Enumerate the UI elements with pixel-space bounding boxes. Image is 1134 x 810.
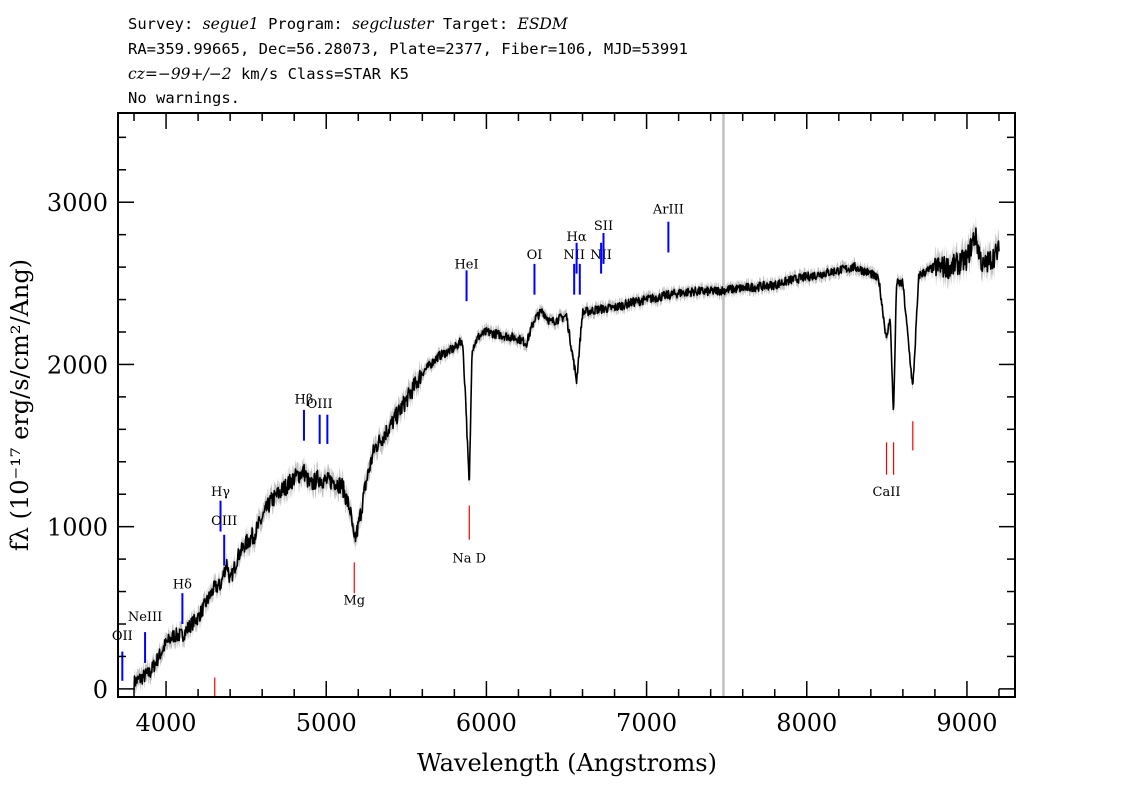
line-label: Hδ	[173, 577, 192, 592]
line-label: NeIII	[128, 610, 162, 625]
line-label: NII	[563, 248, 585, 263]
line-label: OI	[527, 248, 543, 263]
y-tick-label: 2000	[47, 351, 108, 379]
line-label: Na D	[452, 551, 486, 566]
line-label: ArIII	[652, 203, 684, 218]
spectrum-line-layer	[133, 227, 1000, 690]
line-label: CaII	[873, 485, 901, 500]
line-label: OII	[112, 629, 133, 644]
x-axis-label: Wavelength (Angstroms)	[417, 749, 717, 777]
line-label: Hγ	[211, 485, 230, 500]
error-band-layer	[134, 216, 999, 698]
x-tick-label: 6000	[456, 709, 517, 737]
x-tick-label: 8000	[776, 709, 837, 737]
x-tick-label: 5000	[296, 709, 357, 737]
line-label: Hβ	[295, 392, 314, 407]
y-tick-label: 3000	[47, 189, 108, 217]
line-label: OIII	[211, 514, 237, 529]
x-tick-label: 7000	[616, 709, 677, 737]
line-label: Mg	[343, 594, 365, 609]
y-axis-label: fλ (10⁻¹⁷ erg/s/cm²/Ang)	[6, 259, 34, 551]
redshift-value: cz=−99+/−2	[128, 65, 232, 83]
line-label: NII	[590, 248, 612, 263]
line-label: Hα	[567, 230, 587, 245]
line-label: OIII	[307, 397, 333, 412]
x-tick-label: 9000	[936, 709, 997, 737]
program-name: segcluster	[352, 15, 435, 33]
target-name: ESDM	[517, 15, 569, 33]
survey-name: segue1	[203, 15, 259, 33]
spectrum-line	[133, 227, 1000, 690]
header-line-2: RA=359.99665, Dec=56.28073, Plate=2377, …	[128, 40, 688, 58]
header-line-1: Survey: segue1 Program: segcluster Targe…	[128, 15, 569, 33]
error-band	[134, 216, 999, 698]
plot-frame	[117, 112, 1016, 698]
axes-layer: 4000 5000 6000 7000 8000 9000 0 1000 2000 3000	[47, 112, 1016, 737]
line-label: HeI	[454, 258, 478, 273]
header-line-4: No warnings.	[128, 89, 240, 107]
y-tick-label: 1000	[47, 514, 108, 542]
header-line-3: cz=−99+/−2 km/s Class=STAR K5	[128, 65, 409, 83]
line-label: SII	[594, 219, 613, 234]
y-tick-label: 0	[93, 676, 108, 704]
x-tick-label: 4000	[136, 709, 197, 737]
